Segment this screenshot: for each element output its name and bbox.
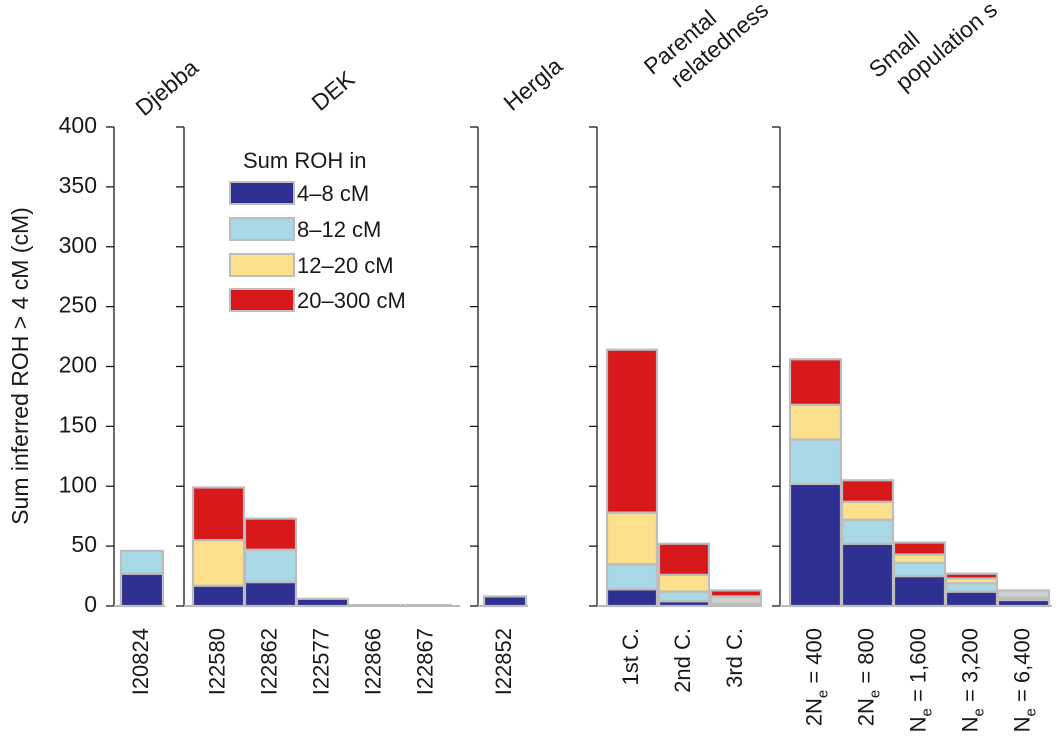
bar-3-1-segment-1 <box>657 590 711 603</box>
bar-4-2-segment-2 <box>892 553 947 564</box>
panel-title-4: Smallpopulation s <box>864 0 1002 103</box>
y-tick-label-100: 100 <box>59 471 97 497</box>
panel-title-3: Parentalrelatedness <box>639 0 773 100</box>
bar-4-1-segment-1 <box>840 518 895 545</box>
category-label-3-0: 1st C. <box>618 628 643 685</box>
bar-3-1-segment-2 <box>657 573 711 593</box>
category-label-4-4: Ne = 6,400 <box>1009 628 1040 732</box>
bar-3-0-segment-0 <box>605 588 659 608</box>
category-label-3-2: 3rd C. <box>722 628 747 688</box>
category-label-1-2: I22577 <box>308 628 333 695</box>
bar-4-4-segment-2 <box>996 589 1051 599</box>
bar-1-2-segment-0 <box>295 597 350 608</box>
bar-4-3-segment-0 <box>944 590 999 608</box>
legend: Sum ROH in 4–8 cM 8–12 cM 12–20 cM 20–30… <box>229 148 406 313</box>
bar-1-1-segment-1 <box>243 548 298 584</box>
category-label-1-4: I22867 <box>412 628 437 695</box>
y-tick-label-50: 50 <box>71 531 97 557</box>
bar-4-0-segment-2 <box>788 403 843 441</box>
category-label-3-1: 2nd C. <box>670 628 695 693</box>
category-label-4-1: 2Ne = 800 <box>853 628 884 726</box>
bar-1-0-segment-3 <box>191 486 246 542</box>
category-label-0-0: I20824 <box>128 628 153 695</box>
legend-entry-0: 4–8 cM <box>297 181 369 206</box>
bar-3-2-segment-3 <box>709 589 763 598</box>
bar-1-1-segment-3 <box>243 517 298 551</box>
legend-entry-2: 12–20 cM <box>297 253 394 278</box>
bar-4-1-segment-0 <box>840 542 895 608</box>
y-tick-label-400: 400 <box>59 112 97 138</box>
bar-4-2-segment-3 <box>892 541 947 556</box>
category-label-4-2: Ne = 1,600 <box>905 628 936 732</box>
legend-swatch-1 <box>229 217 295 241</box>
category-label-2-0: I22852 <box>491 628 516 695</box>
legend-swatch-3 <box>229 288 295 312</box>
panel-title-2: Hergla <box>499 52 568 116</box>
bar-3-0-segment-1 <box>605 562 659 591</box>
bar-4-0-segment-0 <box>788 482 843 608</box>
bar-1-0-segment-0 <box>191 584 246 608</box>
bar-4-0-segment-1 <box>788 438 843 485</box>
bar-1-0-segment-2 <box>191 539 246 587</box>
bar-4-2-segment-1 <box>892 561 947 578</box>
legend-entry-3: 20–300 cM <box>297 288 406 313</box>
y-tick-label-350: 350 <box>59 172 97 198</box>
panel-title-1: DEK <box>307 65 360 116</box>
bar-4-0-segment-3 <box>788 358 843 406</box>
panel-title-0: Djebba <box>131 54 204 121</box>
legend-entry-1: 8–12 cM <box>297 217 381 242</box>
category-label-1-1: I22862 <box>256 628 281 695</box>
bar-4-3-segment-1 <box>944 582 999 593</box>
bar-4-2-segment-0 <box>892 574 947 608</box>
y-tick-label-200: 200 <box>59 352 97 378</box>
bar-1-1-segment-0 <box>243 580 298 608</box>
category-label-1-0: I22580 <box>204 628 229 695</box>
bar-3-0-segment-3 <box>605 348 659 514</box>
bar-3-0-segment-2 <box>605 511 659 566</box>
bar-4-3-segment-3 <box>944 572 999 580</box>
y-tick-label-300: 300 <box>59 232 97 258</box>
y-tick-label-150: 150 <box>59 411 97 437</box>
category-label-1-3: I22866 <box>360 628 385 695</box>
category-label-4-3: Ne = 3,200 <box>957 628 988 732</box>
y-axis-label: Sum inferred ROH > 4 cM (cM) <box>7 207 33 525</box>
legend-title: Sum ROH in <box>243 148 366 173</box>
y-tick-label-0: 0 <box>84 591 97 617</box>
bar-0-0-segment-1 <box>119 549 165 575</box>
bar-3-1-segment-3 <box>657 542 711 576</box>
bar-0-0-segment-0 <box>119 572 165 608</box>
category-label-4-0: 2Ne = 400 <box>801 628 832 726</box>
legend-swatch-2 <box>229 253 295 277</box>
y-tick-label-250: 250 <box>59 292 97 318</box>
bar-4-1-segment-2 <box>840 500 895 521</box>
bar-4-1-segment-3 <box>840 479 895 503</box>
legend-swatch-0 <box>229 181 295 205</box>
bar-2-0-segment-0 <box>482 595 528 608</box>
